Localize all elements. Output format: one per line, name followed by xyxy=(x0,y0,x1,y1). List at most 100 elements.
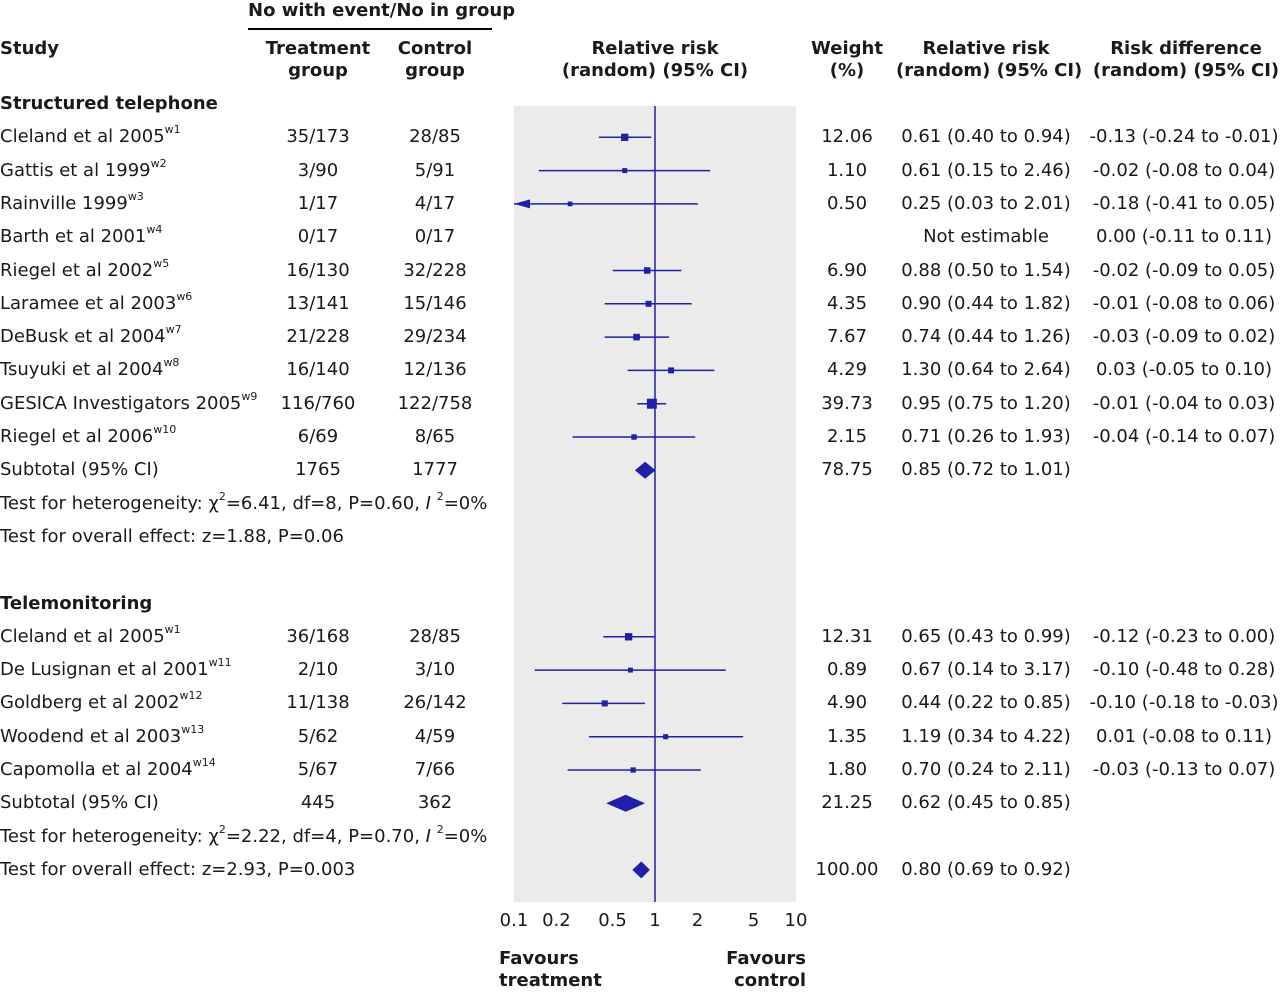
study-name: Laramee et al 2003w6 xyxy=(0,291,192,315)
study-name: Cleland et al 2005w1 xyxy=(0,124,181,148)
weight-header: Weight (%) xyxy=(806,38,888,82)
study-reference: w1 xyxy=(164,623,181,636)
treatment-count: 116/760 xyxy=(280,393,356,414)
study-name-text: Woodend et al 2003 xyxy=(0,726,182,747)
favours-control-line2: control xyxy=(734,970,806,991)
control-count: 4/59 xyxy=(414,726,456,747)
rr-plot-header-line1: Relative risk xyxy=(591,38,719,59)
rr-ci-header-line1: Relative risk xyxy=(922,38,1050,59)
control-header: Control group xyxy=(378,38,492,82)
note-fragment: 2 xyxy=(218,490,226,503)
study-name-text: Subtotal (95% CI) xyxy=(0,792,159,813)
risk-difference-ci: -0.01 (-0.08 to 0.06) xyxy=(1092,293,1276,314)
relative-risk-ci: 0.71 (0.26 to 1.93) xyxy=(901,426,1071,447)
control-count: 32/228 xyxy=(403,260,467,281)
treatment-count: 445 xyxy=(300,792,336,813)
treatment-count: 1765 xyxy=(295,459,341,480)
relative-risk-ci: 0.90 (0.44 to 1.82) xyxy=(901,293,1071,314)
control-count: 1777 xyxy=(412,459,458,480)
note-fragment: =6.41, df=8, P=0.60, xyxy=(225,493,426,514)
study-name: Woodend et al 2003w13 xyxy=(0,723,205,748)
note-fragment: I xyxy=(425,493,437,514)
study-name-text: Gattis et al 1999 xyxy=(0,160,151,181)
weight-value: 1.35 xyxy=(826,726,868,747)
study-name-text: Laramee et al 2003 xyxy=(0,293,177,314)
control-count: 12/136 xyxy=(403,359,467,380)
ci-truncated-arrow xyxy=(514,199,530,209)
risk-difference-ci: 0.01 (-0.08 to 0.11) xyxy=(1095,726,1272,747)
study-name: GESICA Investigators 2005w9 xyxy=(0,391,257,415)
point-estimate-square xyxy=(621,133,629,141)
relative-risk-ci: 0.74 (0.44 to 1.26) xyxy=(901,326,1071,347)
point-estimate-square xyxy=(631,434,637,440)
study-reference: w13 xyxy=(181,723,205,736)
study-name-text: Riegel et al 2006 xyxy=(0,426,154,447)
treatment-count: 11/138 xyxy=(286,692,350,713)
treatment-count: 5/62 xyxy=(297,726,339,747)
treatment-count: 16/140 xyxy=(286,359,350,380)
control-count: 5/91 xyxy=(414,160,456,181)
study-name: Goldberg et al 2002w12 xyxy=(0,689,203,714)
study-reference: w12 xyxy=(179,689,203,702)
relative-risk-ci: 0.25 (0.03 to 2.01) xyxy=(901,193,1071,214)
note-fragment: 2 xyxy=(436,490,444,503)
treatment-count: 5/67 xyxy=(297,759,339,780)
relative-risk-ci: 0.80 (0.69 to 0.92) xyxy=(901,859,1071,880)
control-count: 4/17 xyxy=(414,193,456,214)
weight-value: 6.90 xyxy=(826,260,868,281)
favours-treatment-line2: treatment xyxy=(499,970,602,991)
control-count: 3/10 xyxy=(414,659,456,680)
favours-control-label: Favours control xyxy=(700,948,806,992)
relative-risk-ci: 0.95 (0.75 to 1.20) xyxy=(901,393,1071,414)
point-estimate-square xyxy=(663,734,669,740)
control-count: 0/17 xyxy=(414,226,456,247)
point-estimate-square xyxy=(628,667,633,673)
study-name: Tsuyuki et al 2004w8 xyxy=(0,357,179,381)
risk-difference-ci: 0.03 (-0.05 to 0.10) xyxy=(1095,359,1272,380)
point-estimate-square xyxy=(643,267,651,274)
weight-value: 4.90 xyxy=(826,692,868,713)
rr-plot-header-line2: (random) (95% CI) xyxy=(561,60,749,81)
risk-difference-ci: -0.04 (-0.14 to 0.07) xyxy=(1092,426,1276,447)
study-name-text: Riegel et al 2002 xyxy=(0,260,154,281)
study-name-text: Rainville 1999 xyxy=(0,193,128,214)
relative-risk-ci: 0.61 (0.40 to 0.94) xyxy=(901,126,1071,147)
group-header: No with event/No in group xyxy=(248,0,516,21)
relative-risk-ci: 1.30 (0.64 to 2.64) xyxy=(901,359,1071,380)
section-heading: Telemonitoring xyxy=(0,593,153,614)
note-fragment: Test for heterogeneity: χ xyxy=(0,826,219,847)
risk-difference-ci: -0.03 (-0.09 to 0.02) xyxy=(1092,326,1276,347)
risk-difference-ci: -0.18 (-0.41 to 0.05) xyxy=(1092,193,1276,214)
favours-control-line1: Favours xyxy=(726,948,806,969)
weight-value: 12.06 xyxy=(821,126,873,147)
study-name-text: GESICA Investigators 2005 xyxy=(0,393,242,414)
study-name-text: Subtotal (95% CI) xyxy=(0,459,159,480)
control-count: 26/142 xyxy=(403,692,467,713)
subtotal-label: Subtotal (95% CI) xyxy=(0,792,159,814)
test-statistic-note: Test for overall effect: z=1.88, P=0.06 xyxy=(0,526,344,548)
study-name-text: Tsuyuki et al 2004 xyxy=(0,359,164,380)
x-tick-label: 0.2 xyxy=(542,910,571,931)
note-fragment: I xyxy=(425,826,437,847)
treatment-count: 13/141 xyxy=(286,293,350,314)
note-fragment: =0% xyxy=(443,826,488,847)
risk-difference-ci: -0.03 (-0.13 to 0.07) xyxy=(1092,759,1276,780)
treatment-count: 6/69 xyxy=(297,426,339,447)
control-count: 8/65 xyxy=(414,426,456,447)
favours-treatment-line1: Favours xyxy=(499,948,579,969)
control-count: 15/146 xyxy=(403,293,467,314)
point-estimate-square xyxy=(567,201,573,207)
point-estimate-square xyxy=(630,767,636,773)
study-reference: w11 xyxy=(208,656,232,669)
study-name: Capomolla et al 2004w14 xyxy=(0,757,216,781)
control-header-line2: group xyxy=(405,60,465,81)
x-tick-label: 5 xyxy=(748,910,759,931)
note-fragment: =2.22, df=4, P=0.70, xyxy=(225,826,426,847)
weight-value: 0.50 xyxy=(826,193,868,214)
study-name-text: De Lusignan et al 2001 xyxy=(0,659,209,680)
test-statistic-note: Test for heterogeneity: χ2=6.41, df=8, P… xyxy=(0,490,487,515)
point-estimate-square xyxy=(668,367,675,374)
study-reference: w5 xyxy=(153,257,170,270)
control-count: 28/85 xyxy=(409,126,461,147)
